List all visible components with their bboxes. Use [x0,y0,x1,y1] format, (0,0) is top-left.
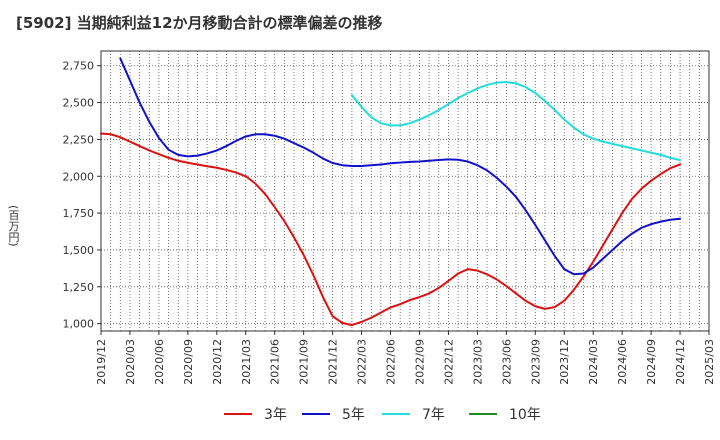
plot-frame [100,50,710,332]
y-tick-label: 2,000 [63,170,95,183]
x-tick-label: 2020/09 [182,339,195,385]
x-tick-label: 2024/09 [645,339,658,385]
x-tick-label: 2024/03 [587,339,600,385]
grid [101,51,709,331]
x-tick-label: 2020/06 [153,339,166,385]
y-tick-label: 1,250 [63,281,95,294]
y-axis-ticks: 1,000 1,250 1,500 1,750 2,000 2,250 2,500 2,750 [63,60,101,331]
x-tick-label: 2023/03 [471,339,484,385]
y-tick-label: 2,250 [63,133,95,146]
x-tick-label: 2022/06 [385,339,398,385]
x-tick-label: 2025/03 [703,339,716,385]
legend-label: 5年 [342,407,365,423]
y-axis-label: (百万円) [7,205,20,247]
x-tick-label: 2020/12 [211,339,224,385]
x-axis-ticks: 2019/12 2020/03 2020/06 2020/09 2020/12 2021/… [95,331,716,385]
legend-label: 3年 [264,407,287,423]
x-tick-label: 2020/03 [124,339,137,385]
chart-title: [5902] 当期純利益12か月移動合計の標準偏差の推移 [16,14,383,32]
x-tick-label: 2022/09 [413,339,426,385]
x-tick-label: 2021/03 [240,339,253,385]
legend-label: 10年 [509,407,541,423]
series-line-1 [100,132,682,327]
x-tick-label: 2021/12 [327,339,340,385]
x-tick-label: 2021/09 [298,339,311,385]
y-tick-label: 1,000 [63,318,95,331]
series-line-2 [119,57,682,276]
x-tick-label: 2022/12 [442,339,455,385]
x-tick-label: 2024/12 [674,339,687,385]
x-tick-label: 2023/12 [558,339,571,385]
x-tick-label: 2024/06 [616,339,629,385]
y-tick-label: 1,750 [63,207,95,220]
series-line-3 [350,80,682,162]
x-tick-label: 2022/03 [356,339,369,385]
legend-label: 7年 [422,407,445,423]
plot-background [101,51,709,331]
series-layer [100,57,682,327]
x-tick-label: 2019/12 [95,339,108,385]
x-tick-label: 2021/06 [269,339,282,385]
x-tick-label: 2023/09 [529,339,542,385]
x-tick-label: 2023/06 [500,339,513,385]
y-tick-label: 2,750 [63,60,95,73]
y-tick-label: 2,500 [63,97,95,110]
legend: 3年 5年 7年 10年 [224,407,541,423]
y-tick-label: 1,500 [63,244,95,257]
